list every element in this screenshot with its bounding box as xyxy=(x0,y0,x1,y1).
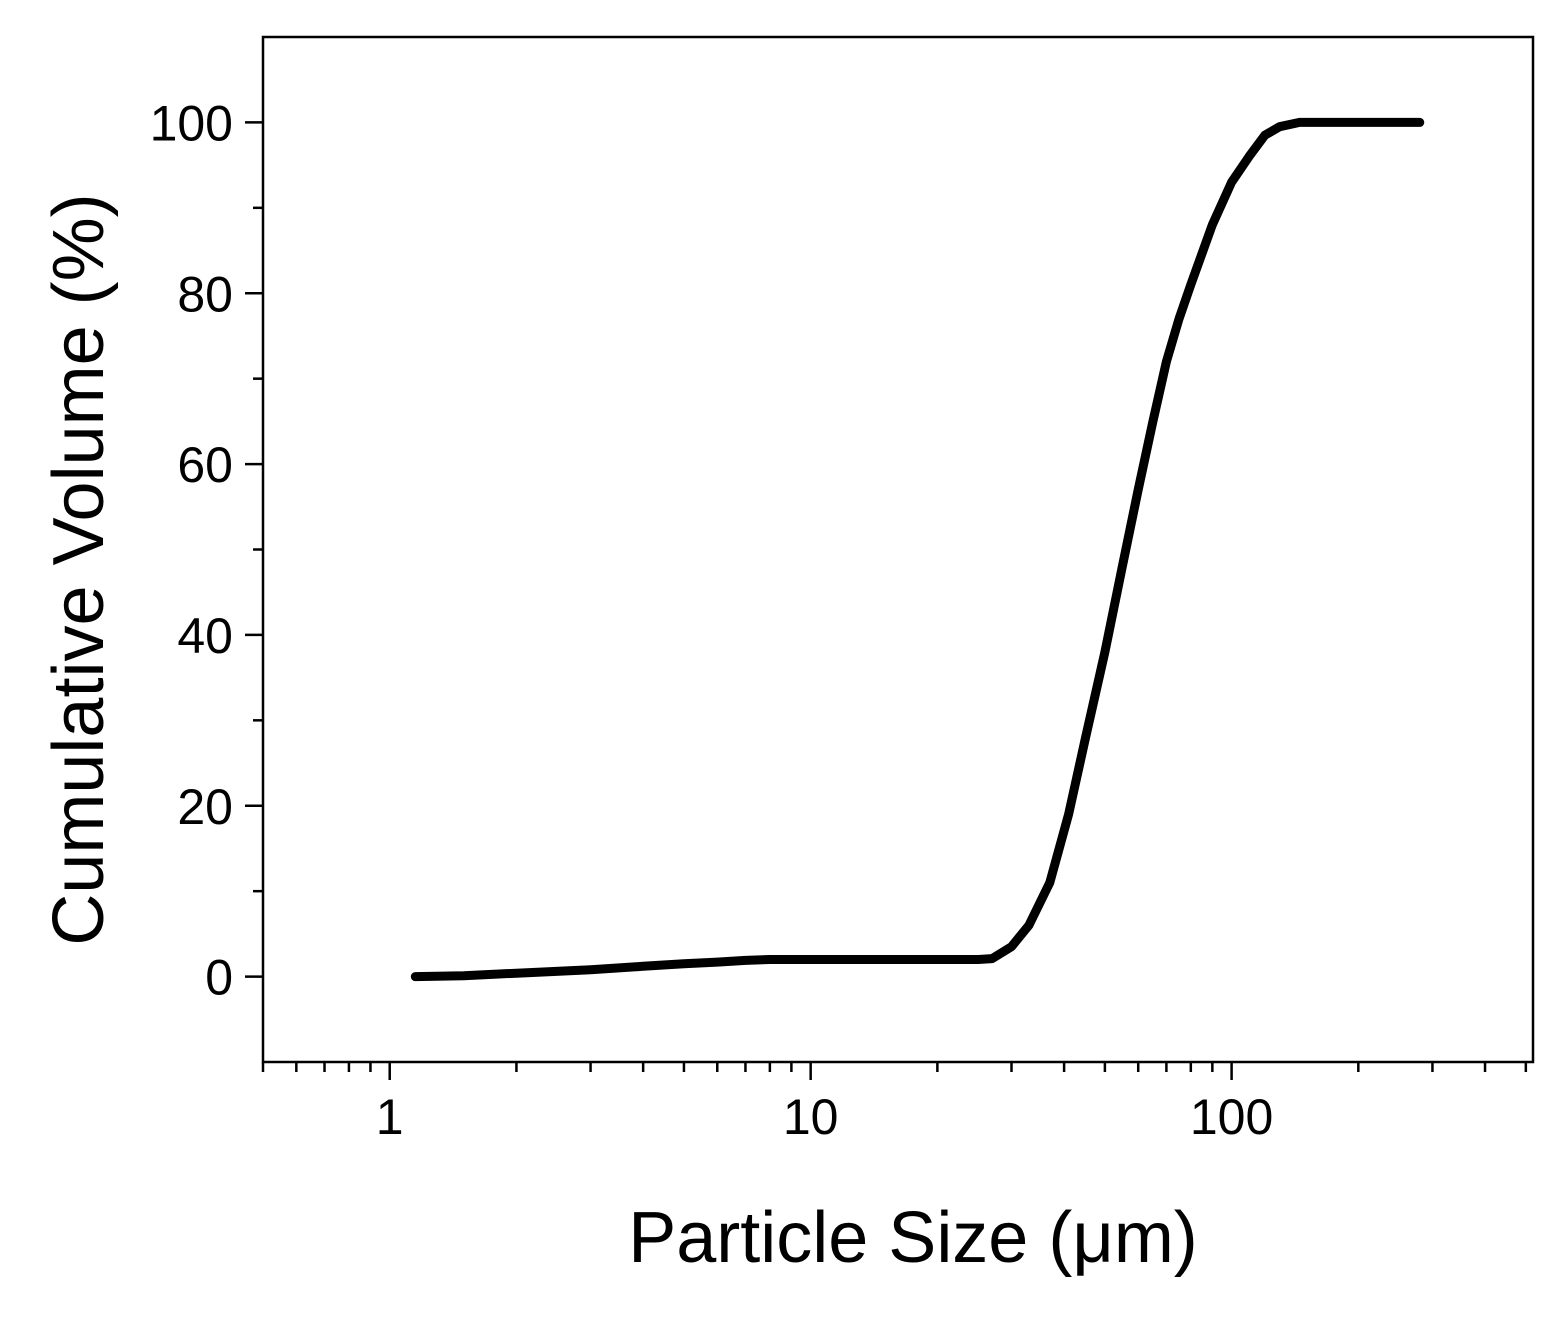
y-tick-label: 60 xyxy=(177,437,233,493)
y-tick-label: 40 xyxy=(177,608,233,664)
x-axis-ticks: 1 10 100 xyxy=(261,1062,1528,1145)
y-axis-ticks: 0 20 40 60 80 100 xyxy=(150,95,263,1006)
x-tick-label: 10 xyxy=(783,1089,839,1145)
y-tick-label: 100 xyxy=(150,95,233,151)
x-axis-title: Particle Size (μm) xyxy=(628,1198,1198,1278)
cumulative-volume-line xyxy=(410,117,1425,982)
axes xyxy=(261,35,1535,1064)
x-tick-label: 1 xyxy=(376,1089,404,1145)
y-axis-title: Cumulative Volume (%) xyxy=(39,193,119,945)
data-series xyxy=(410,117,1425,982)
y-tick-label: 80 xyxy=(177,266,233,322)
plot-frame xyxy=(261,35,1535,1064)
y-tick-label: 0 xyxy=(205,950,233,1006)
y-tick-label: 20 xyxy=(177,779,233,835)
x-tick-label: 100 xyxy=(1190,1089,1273,1145)
